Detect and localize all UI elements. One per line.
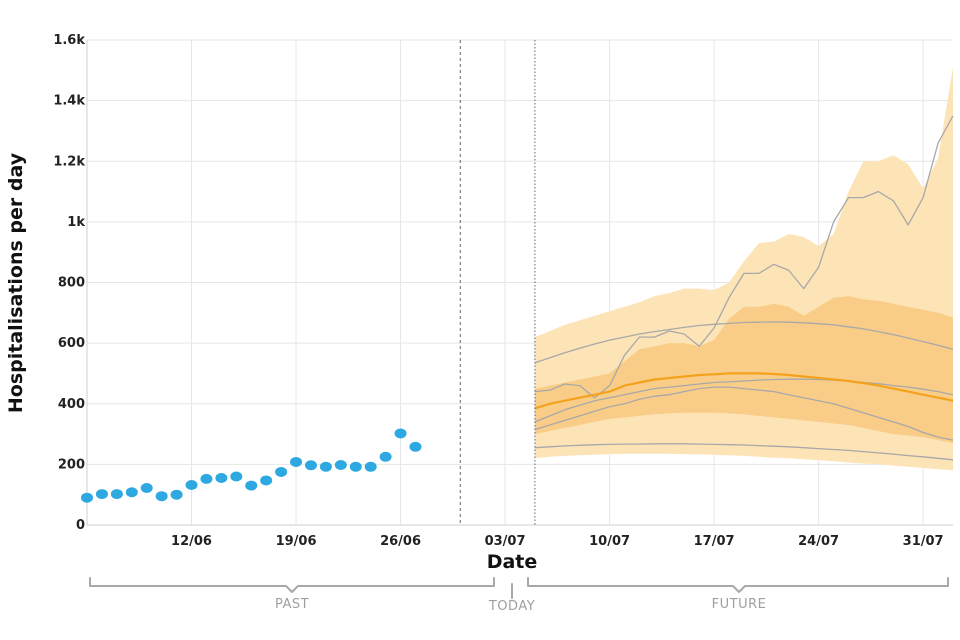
observed-point xyxy=(349,461,362,472)
period-braces xyxy=(89,577,949,599)
y-tick-label: 800 xyxy=(58,276,85,291)
scenario-line xyxy=(534,443,954,461)
observed-point xyxy=(230,471,243,482)
observed-point xyxy=(304,460,317,471)
y-tick-label: 400 xyxy=(58,397,85,412)
observed-point xyxy=(140,483,153,494)
x-tick-label: 17/07 xyxy=(694,534,735,549)
y-axis-title: Hospitalisations per day xyxy=(5,152,27,413)
observed-point xyxy=(155,491,168,502)
y-tick-label: 1.4k xyxy=(53,94,85,109)
scenario-line xyxy=(534,115,954,399)
y-tick-label: 200 xyxy=(58,457,85,472)
observed-point xyxy=(185,479,198,490)
date-markers xyxy=(459,40,536,525)
x-tick-label: 24/07 xyxy=(798,534,839,549)
future-brace xyxy=(527,577,949,593)
observed-point xyxy=(290,456,303,467)
forecast-bands xyxy=(534,67,953,471)
observed-point xyxy=(364,461,377,472)
past-label: PAST xyxy=(275,597,309,612)
y-tick-label: 1.6k xyxy=(53,33,85,48)
scenario-line xyxy=(534,386,954,441)
observed-point xyxy=(394,428,407,439)
observed-point xyxy=(379,451,392,462)
past-brace xyxy=(89,577,495,593)
inner-interval-band xyxy=(534,296,953,444)
x-axis-title: Date xyxy=(487,551,538,573)
observed-point xyxy=(245,480,258,491)
y-tick-label: 600 xyxy=(58,336,85,351)
future-label: FUTURE xyxy=(712,597,767,612)
observed-point xyxy=(334,459,347,470)
x-tick-label: 12/06 xyxy=(171,534,212,549)
y-tick-label: 1k xyxy=(67,215,85,230)
x-tick-label: 26/06 xyxy=(380,534,421,549)
observed-point xyxy=(125,487,138,498)
observed-point xyxy=(319,461,332,472)
observed-point xyxy=(409,441,422,452)
x-tick-label: 31/07 xyxy=(903,534,944,549)
observed-point xyxy=(95,489,108,500)
x-tick-label: 03/07 xyxy=(485,534,526,549)
scenario-line xyxy=(534,378,954,423)
observed-point xyxy=(200,473,213,484)
today-label: TODAY xyxy=(488,599,535,614)
forecast-lines xyxy=(534,115,954,461)
x-tick-label: 10/07 xyxy=(589,534,630,549)
median-line xyxy=(534,372,954,410)
observed-point xyxy=(215,473,228,484)
observed-point xyxy=(81,492,93,503)
observed-point xyxy=(260,475,273,486)
y-tick-label: 1.2k xyxy=(53,154,85,169)
scenario-line xyxy=(534,321,954,364)
x-tick-label: 19/06 xyxy=(276,534,317,549)
observed-point xyxy=(170,489,183,500)
observed-point xyxy=(110,489,123,500)
observed-point xyxy=(275,466,288,477)
tick-labels: 0 200 400 600 800 1k 1.2k 1.4k 1.6k 12/06 19/06 26/… xyxy=(53,33,943,549)
y-tick-label: 0 xyxy=(76,518,85,533)
observed-points xyxy=(81,428,422,503)
